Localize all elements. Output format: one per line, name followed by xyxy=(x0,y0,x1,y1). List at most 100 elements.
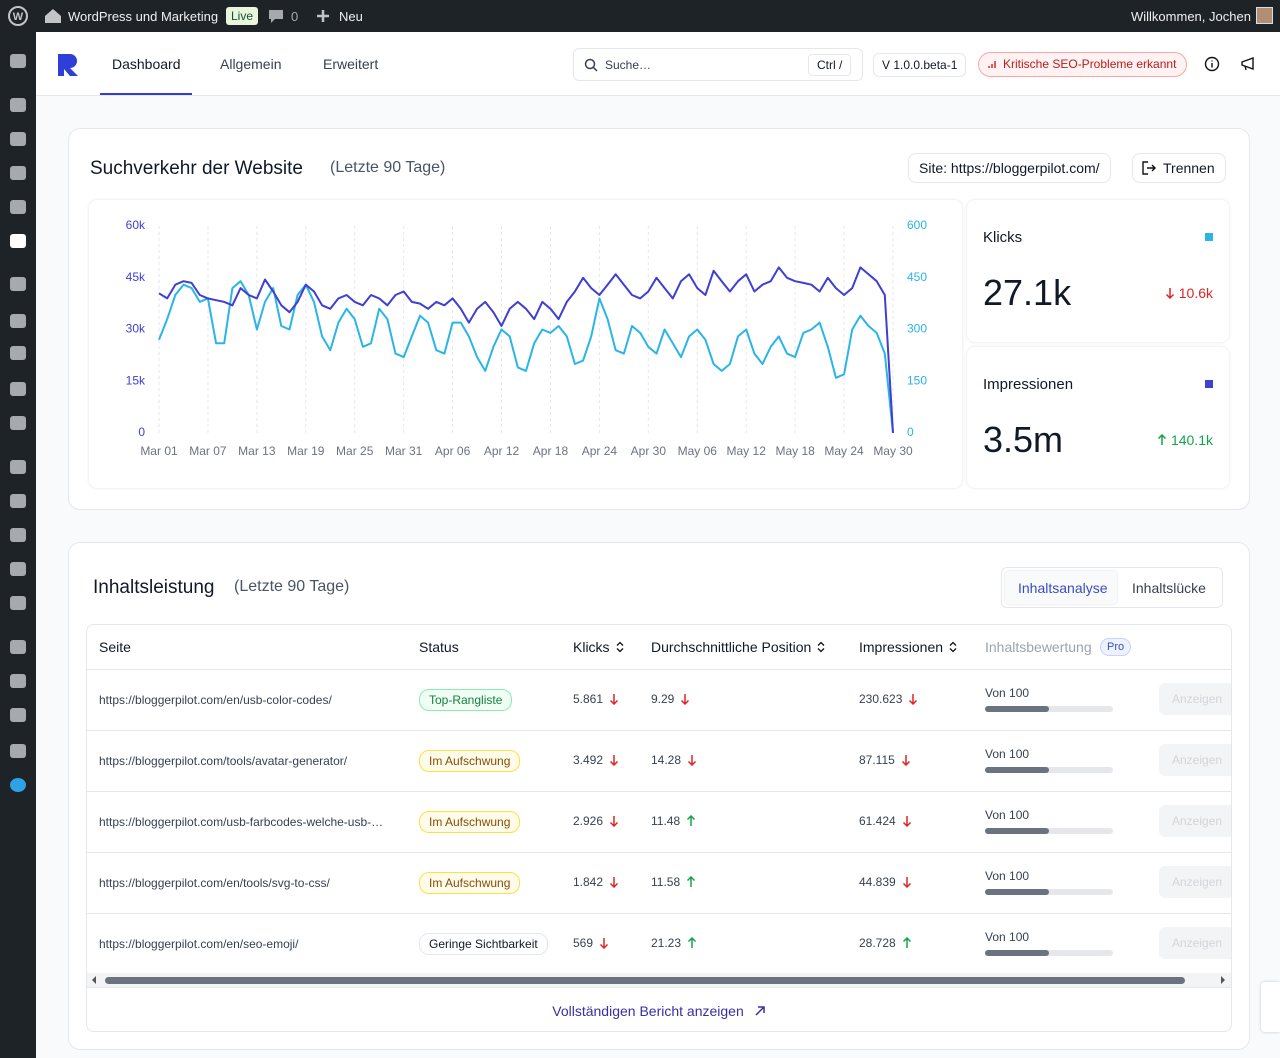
seo-alert[interactable]: Kritische SEO-Probleme erkannt xyxy=(978,52,1188,77)
rating-track xyxy=(985,950,1113,956)
content-table: Seite Status Klicks Durchschnittliche Posit… xyxy=(86,624,1232,1032)
x-tick-label: Mar 31 xyxy=(385,444,423,458)
menu-icon[interactable] xyxy=(10,416,26,430)
trend-arrow xyxy=(902,877,911,888)
position-value: 11.48 xyxy=(651,814,681,828)
info-icon[interactable] xyxy=(1204,56,1220,72)
nav-tab[interactable]: Allgemein xyxy=(220,56,282,72)
view-button[interactable]: Anzeigen xyxy=(1159,927,1231,959)
row-divider xyxy=(87,852,1231,853)
alert-text: Kritische SEO-Probleme erkannt xyxy=(1003,57,1177,71)
view-button[interactable]: Anzeigen xyxy=(1159,866,1231,898)
stat-card: Impressionen 3.5m 140.1k xyxy=(967,347,1229,488)
menu-icon[interactable] xyxy=(10,200,26,214)
rating-track xyxy=(985,828,1113,834)
menu-icon[interactable] xyxy=(10,708,26,722)
card-title: Suchverkehr der Website xyxy=(90,158,303,179)
trend-arrow xyxy=(687,876,696,887)
card-subtitle: (Letzte 90 Tage) xyxy=(330,159,446,176)
toggle-tab[interactable]: Inhaltsanalyse xyxy=(1018,580,1108,596)
rating-label: Von 100 xyxy=(985,869,1030,883)
menu-icon[interactable] xyxy=(10,314,26,328)
view-button[interactable]: Anzeigen xyxy=(1159,805,1231,837)
logout-icon xyxy=(1142,161,1156,175)
full-report-link[interactable]: Vollständigen Bericht anzeigen xyxy=(87,1003,1231,1019)
menu-icon[interactable] xyxy=(10,132,26,146)
position-value: 14.28 xyxy=(651,753,682,767)
menu-icon[interactable] xyxy=(10,277,26,291)
column-header[interactable]: Klicks xyxy=(573,639,610,655)
menu-icon[interactable] xyxy=(10,596,26,610)
menu-icon-active[interactable] xyxy=(10,234,26,248)
x-tick-label: Mar 07 xyxy=(189,444,227,458)
site-name[interactable]: WordPress und Marketing xyxy=(68,9,219,24)
series-line xyxy=(158,280,894,434)
nav-tab[interactable]: Dashboard xyxy=(112,56,181,72)
view-button[interactable]: Anzeigen xyxy=(1159,744,1231,776)
clicks-cell: 2.926 xyxy=(573,814,619,828)
shortcut: Ctrl / xyxy=(808,54,852,76)
site-button[interactable]: Site: https://bloggerpilot.com/ xyxy=(908,153,1111,183)
impressions-cell: 28.728 xyxy=(859,936,912,950)
menu-icon[interactable] xyxy=(10,166,26,180)
rating-fill xyxy=(985,828,1049,834)
column-header[interactable]: Impressionen xyxy=(859,639,944,655)
menu-icon[interactable] xyxy=(10,528,26,542)
sort-path xyxy=(616,641,624,653)
x-tick-label: May 12 xyxy=(727,444,767,458)
status-badge: Im Aufschwung xyxy=(419,811,521,833)
plugin-header: Dashboard Allgemein Erweitert Suche… Ctr… xyxy=(36,32,1280,96)
sort-icon xyxy=(817,641,825,653)
clicks-cell: 3.492 xyxy=(573,753,619,767)
scrollbar-thumb[interactable] xyxy=(105,977,1185,984)
side-widget[interactable] xyxy=(1261,982,1280,1032)
menu-icon[interactable] xyxy=(10,346,26,360)
footer-divider xyxy=(87,987,1231,988)
clicks-cell: 569 xyxy=(573,936,609,950)
clicks-cell: 1.842 xyxy=(573,875,619,889)
menu-icon[interactable] xyxy=(10,460,26,474)
x-tick-label: Apr 24 xyxy=(582,444,618,458)
menu-icon[interactable] xyxy=(10,382,26,396)
trend-arrow xyxy=(610,816,619,827)
menu-icon[interactable] xyxy=(10,54,26,68)
nav-tab[interactable]: Erweitert xyxy=(323,56,379,72)
column-header: Status xyxy=(419,639,459,655)
arrow-path xyxy=(688,755,697,766)
toggle-tab[interactable]: Inhaltslücke xyxy=(1132,580,1206,596)
clicks-value: 2.926 xyxy=(573,814,604,828)
scroll-right xyxy=(1221,976,1225,984)
stat-change: 10.6k xyxy=(1165,285,1213,301)
arrow-path xyxy=(902,937,911,948)
view-button[interactable]: Anzeigen xyxy=(1159,683,1231,715)
greeting[interactable]: Willkommen, Jochen xyxy=(1131,9,1251,24)
wp-logo[interactable]: W xyxy=(8,6,28,26)
menu-icon[interactable] xyxy=(10,98,26,112)
clicks-value: 569 xyxy=(573,936,594,950)
new-link[interactable]: Neu xyxy=(339,9,363,24)
menu-icon[interactable] xyxy=(10,640,26,654)
column-header[interactable]: Durchschnittliche Position xyxy=(651,639,812,655)
menu-icon[interactable] xyxy=(10,744,26,758)
menu-icon[interactable] xyxy=(10,674,26,688)
clicks-cell: 5.861 xyxy=(573,692,619,706)
toggle-active xyxy=(1005,571,1117,604)
announce-icon[interactable] xyxy=(1240,56,1256,72)
menu-icon[interactable] xyxy=(10,562,26,576)
position-value: 21.23 xyxy=(651,936,682,950)
menu-icon[interactable] xyxy=(10,494,26,508)
arrow-path xyxy=(610,694,619,705)
arrow-path xyxy=(902,816,911,827)
disconnect-button[interactable]: Trennen xyxy=(1132,153,1226,183)
comment-count[interactable]: 0 xyxy=(291,9,299,24)
clicks-value: 5.861 xyxy=(573,692,604,706)
change-value: 140.1k xyxy=(1170,432,1213,448)
menu-icon[interactable] xyxy=(10,778,26,792)
trend-arrow xyxy=(902,816,911,827)
sort-path xyxy=(949,641,957,653)
avatar[interactable] xyxy=(1256,7,1273,24)
rating-track xyxy=(985,767,1113,773)
search-box[interactable]: Suche… Ctrl / xyxy=(573,48,863,81)
legend-swatch xyxy=(1205,380,1213,388)
